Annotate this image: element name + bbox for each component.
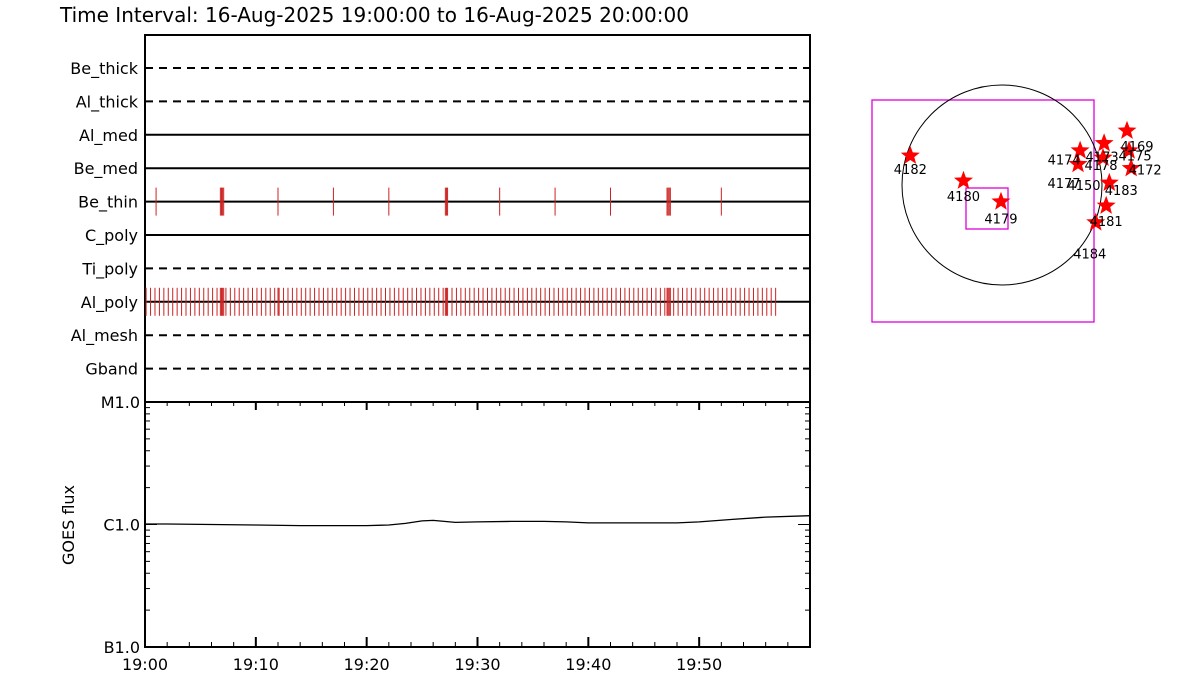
row-label: Gband: [85, 360, 138, 379]
active-region-label: 4178: [1084, 159, 1117, 174]
active-region-star: [1096, 195, 1116, 214]
row-label: Al_med: [79, 126, 138, 146]
y-tick-label: M1.0: [101, 393, 140, 412]
active-region-label: 4177: [1047, 177, 1080, 192]
row-label: Al_poly: [81, 293, 138, 313]
chart-title: Time Interval: 16-Aug-2025 19:00:00 to 1…: [59, 3, 689, 27]
active-region-star: [991, 191, 1011, 210]
active-region-star: [953, 170, 973, 189]
timeline-frame: [144, 34, 811, 403]
active-region-label: 4183: [1105, 184, 1138, 199]
row-label: Be_med: [74, 159, 138, 179]
row-label: Be_thin: [78, 193, 138, 213]
active-region-label: 4175: [1119, 150, 1152, 165]
active-region-star: [1086, 212, 1106, 231]
active-region-label: 4181: [1090, 215, 1123, 230]
active-region-star: [1068, 154, 1088, 173]
active-region-label: 4169: [1120, 140, 1153, 155]
solar-disk: [901, 84, 1103, 286]
active-region-star: [1093, 147, 1113, 166]
x-tick-label: 19:20: [344, 655, 390, 674]
x-tick-label: 19:10: [233, 655, 279, 674]
active-region-star: [1070, 140, 1090, 159]
active-region-label: 4173: [1086, 150, 1119, 165]
active-region-star: [1117, 120, 1137, 139]
y-tick-label: C1.0: [103, 516, 140, 535]
timeline-panel: Be_thick Al_thick Al_med Be_med Be_thin C_pol…: [70, 34, 811, 403]
goes-panel: B1.0 C1.0 M1.0 GOES flux: [59, 393, 811, 657]
row-label: Al_mesh: [71, 326, 138, 346]
goes-ylabel: GOES flux: [59, 485, 78, 565]
row-label: C_poly: [85, 226, 138, 246]
active-region-star: [1119, 140, 1139, 159]
active-region-star: [900, 145, 920, 164]
active-region-label: 4150: [1067, 179, 1100, 194]
x-tick-label: 19:00: [122, 655, 168, 674]
x-tick-label: 19:40: [565, 655, 611, 674]
x-tick-label: 19:50: [676, 655, 722, 674]
x-tick-label: 19:30: [454, 655, 500, 674]
fov-box: [965, 187, 1009, 230]
row-label: Ti_poly: [81, 259, 138, 279]
map-frame: [871, 99, 1095, 323]
active-region-label: 4184: [1073, 248, 1106, 263]
active-region-label: 4179: [984, 213, 1017, 228]
active-region-label: 4174: [1048, 154, 1081, 169]
row-label: Be_thick: [70, 59, 138, 79]
active-region-label: 4180: [947, 190, 980, 205]
y-tick-label: B1.0: [104, 638, 140, 657]
active-region-star: [1121, 158, 1141, 177]
active-region-label: 4172: [1129, 163, 1162, 178]
active-region-label: 4182: [894, 163, 927, 178]
goes-flux-line: [145, 515, 811, 527]
active-region-star: [1099, 172, 1119, 191]
row-label: Al_thick: [76, 92, 139, 112]
active-region-star: [1094, 133, 1114, 152]
